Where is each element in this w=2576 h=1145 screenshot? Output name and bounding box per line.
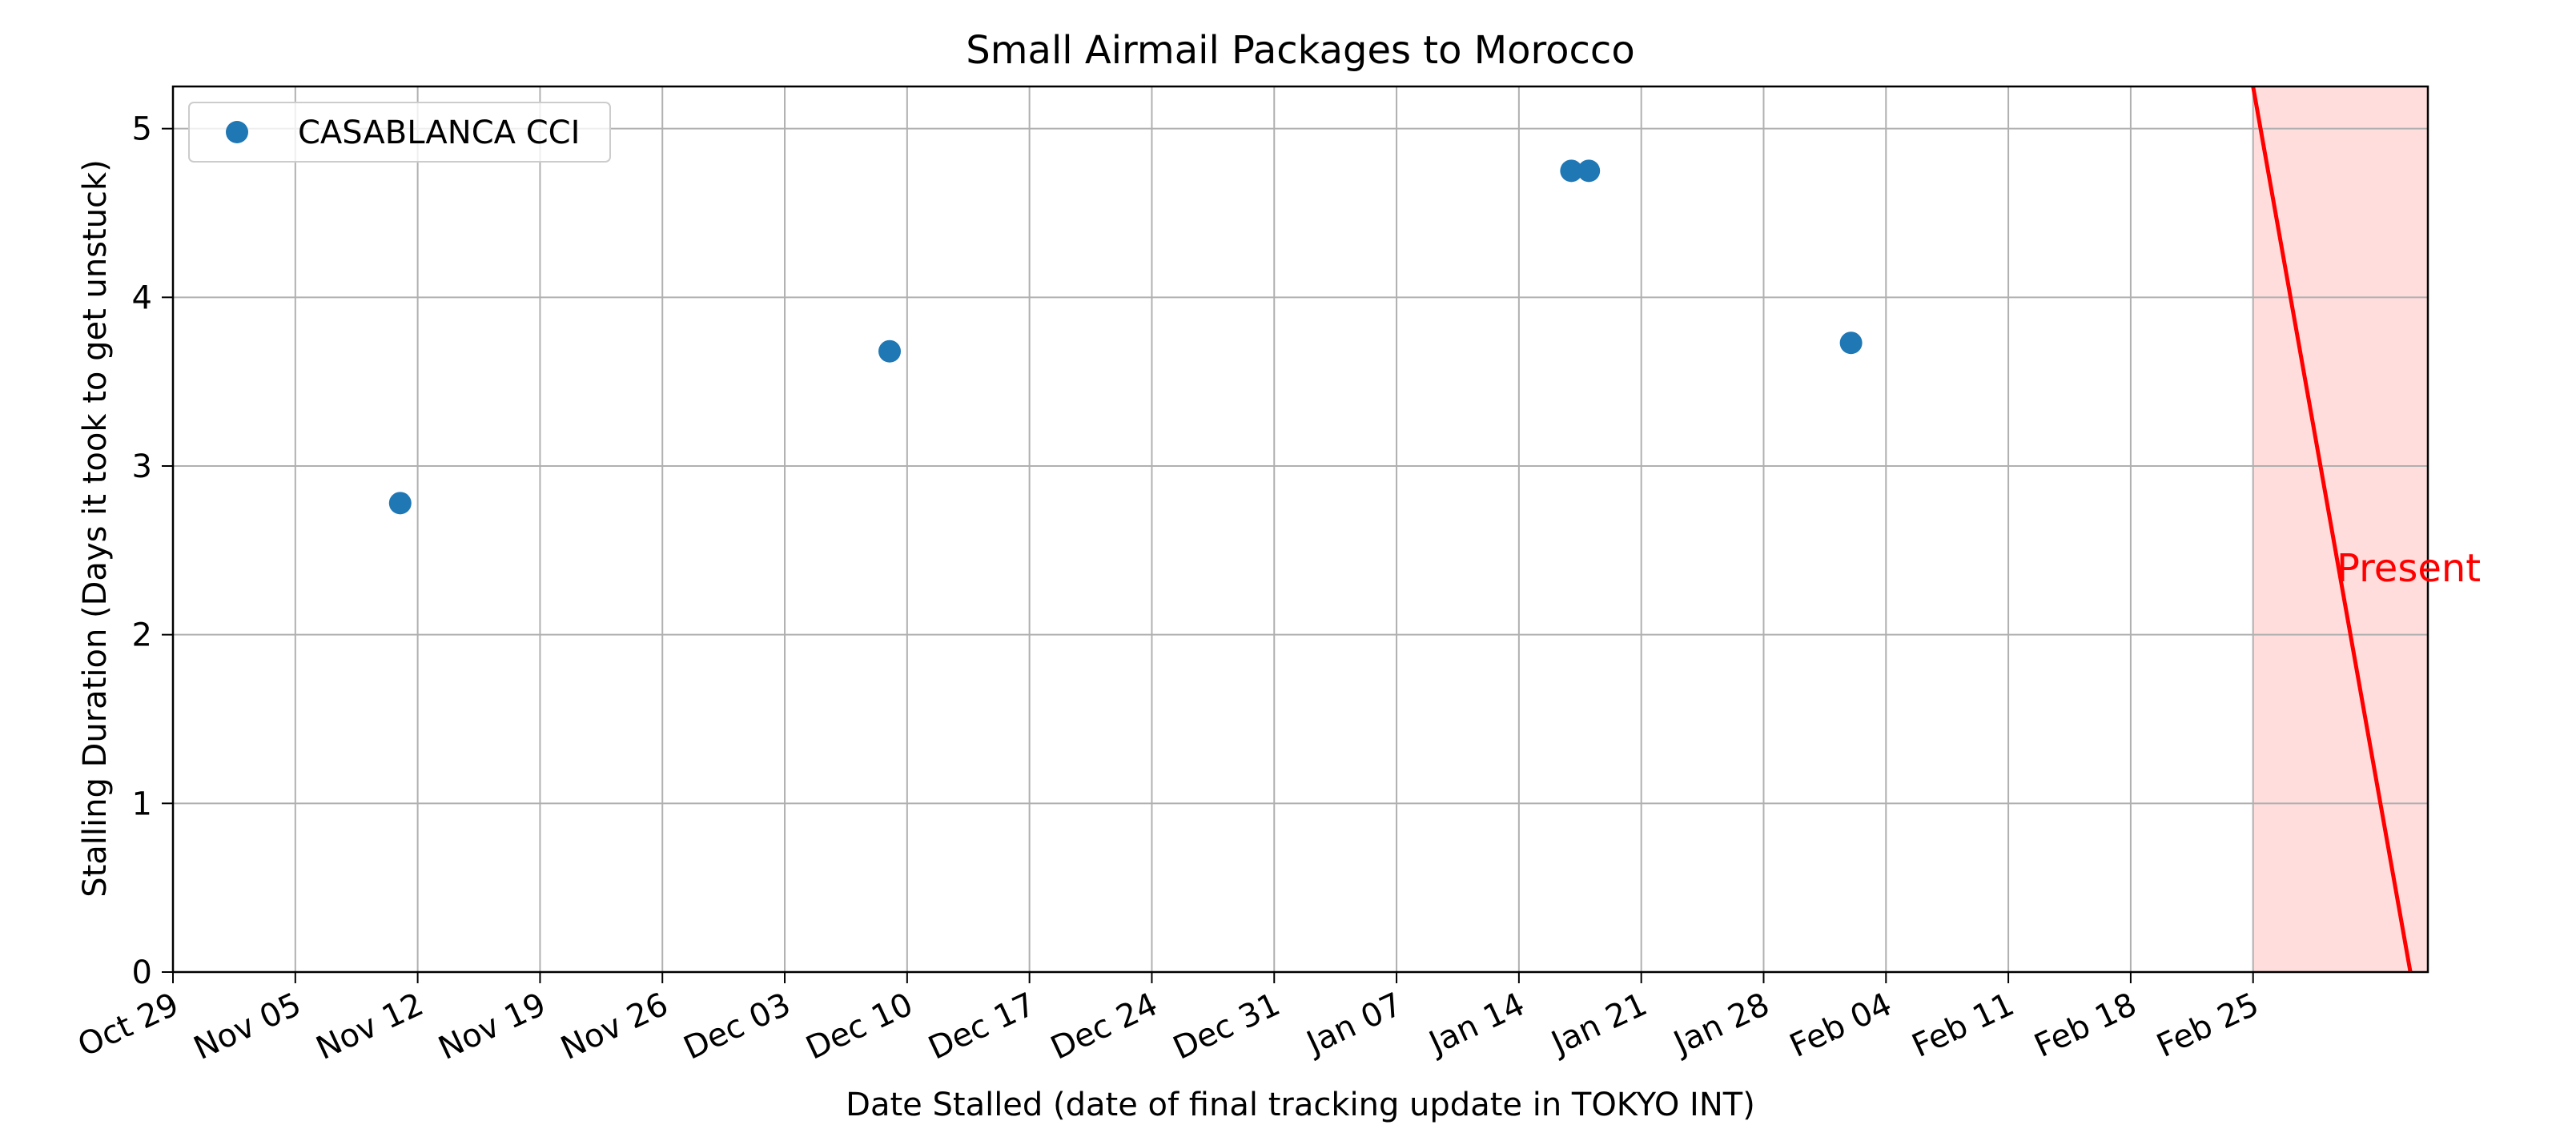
present-shade <box>2252 86 2428 972</box>
y-tick-label: 0 <box>132 954 152 991</box>
y-tick-label: 2 <box>132 617 152 654</box>
plot-frame <box>171 85 2429 974</box>
chart-title: Small Airmail Packages to Morocco <box>966 28 1634 73</box>
x-axis-title: Date Stalled (date of final tracking upd… <box>846 1087 1755 1123</box>
y-tick-label: 4 <box>132 279 152 316</box>
present-line-layer <box>2251 86 2413 973</box>
data-point <box>388 492 412 515</box>
data-points-layer <box>388 159 1863 515</box>
present-shade-layer <box>2252 86 2428 972</box>
legend-label: CASABLANCA CCI <box>298 114 580 151</box>
y-tick-label: 5 <box>132 111 152 148</box>
present-annotation: Present <box>2337 546 2481 591</box>
plot-area-background <box>173 86 2428 972</box>
y-axis-ticks: 0 1 2 3 4 5 <box>132 111 173 991</box>
data-point <box>878 339 902 363</box>
legend: CASABLANCA CCI <box>188 102 611 163</box>
data-point <box>1560 159 1583 183</box>
y-tick-label: 3 <box>132 448 152 485</box>
legend-box <box>188 102 611 163</box>
data-point <box>1839 331 1863 355</box>
y-axis-title: Stalling Duration (Days it took to get u… <box>77 159 114 898</box>
data-point <box>1577 159 1601 183</box>
present-line <box>2251 86 2413 973</box>
legend-marker <box>226 121 248 143</box>
y-tick-label: 1 <box>132 785 152 822</box>
